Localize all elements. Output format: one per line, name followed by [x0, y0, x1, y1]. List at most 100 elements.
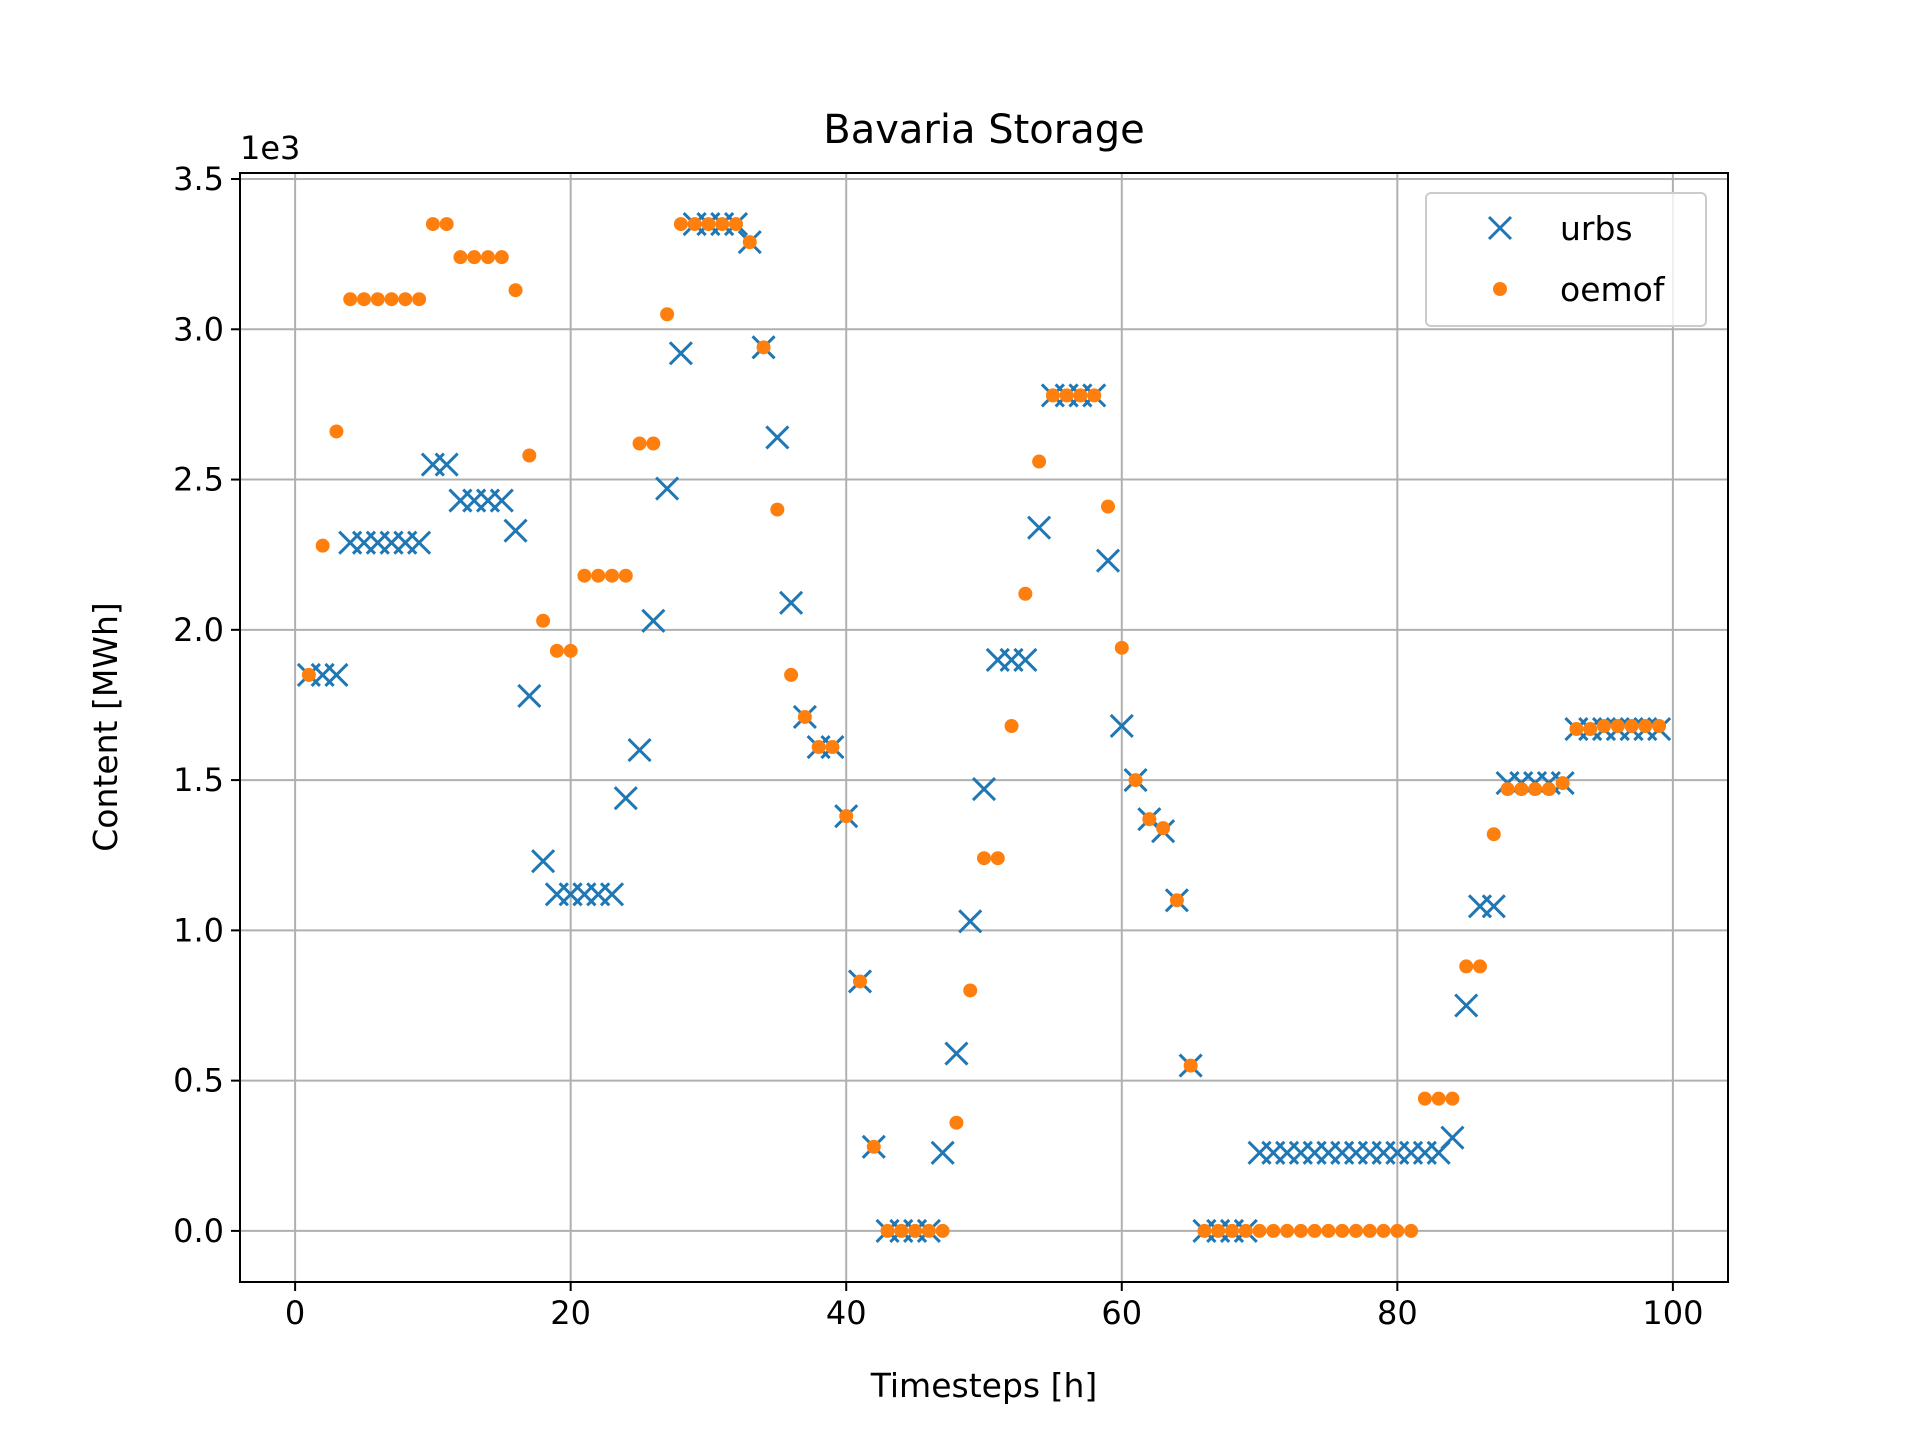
oemof-point	[1390, 1223, 1405, 1238]
urbs-point	[779, 590, 804, 615]
oemof-point	[522, 448, 537, 463]
urbs-point	[627, 737, 652, 763]
oemof-point	[1059, 388, 1074, 403]
oemof-point	[357, 292, 371, 307]
legend: urbs oemof	[1425, 192, 1707, 327]
oemof-point	[1514, 782, 1529, 797]
urbs-point	[324, 662, 349, 687]
oemof-point	[756, 340, 771, 355]
oemof-point	[1321, 1223, 1336, 1238]
x-tick-label: 100	[1642, 1294, 1703, 1332]
urbs-point	[434, 452, 459, 477]
oemof-point	[591, 568, 606, 583]
oemof-point	[1032, 454, 1047, 469]
oemof-point	[315, 538, 330, 553]
urbs-point	[944, 1041, 969, 1066]
oemof-point	[370, 292, 385, 307]
y-axis-label: Content [MWh]	[86, 602, 125, 852]
oemof-point	[963, 983, 978, 998]
oemof-point	[729, 217, 743, 232]
urbs-point	[958, 909, 983, 934]
oemof-point	[467, 250, 482, 265]
urbs-point	[1440, 1125, 1465, 1150]
oemof-point	[949, 1115, 964, 1130]
y-tick-label: 2.5	[173, 461, 224, 499]
oemof-point	[1541, 782, 1556, 797]
oemof-point	[1445, 1091, 1460, 1106]
oemof-point	[853, 974, 867, 989]
oemof-point	[977, 851, 991, 866]
oemof-point	[618, 568, 633, 583]
urbs-point	[641, 608, 666, 633]
oemof-point	[481, 250, 495, 265]
oemof-point	[1610, 718, 1625, 733]
oemof-point	[1473, 959, 1487, 974]
oemof-point	[701, 217, 716, 232]
axis-ticks: 0 20 40 60 80 100 0.0 0.5 1.0 1.5 2.0 2.5 3.0 3.5	[173, 160, 1703, 1332]
oemof-point	[1376, 1223, 1391, 1238]
gridlines	[240, 173, 1728, 1282]
urbs-point	[1027, 515, 1052, 540]
oemof-point	[921, 1223, 936, 1238]
oemof-point	[797, 709, 812, 724]
oemof-point	[536, 613, 551, 628]
oemof-point	[605, 568, 619, 583]
oemof-point	[1624, 718, 1639, 733]
oemof-point	[811, 740, 826, 755]
oemof-point	[687, 217, 702, 232]
oemof-point	[425, 217, 440, 232]
oemof-point	[1114, 640, 1129, 655]
oemof-point	[1597, 718, 1611, 733]
oemof-point	[1362, 1223, 1377, 1238]
oemof-point	[825, 740, 840, 755]
oemof-point	[453, 250, 468, 265]
oemof-point	[1307, 1223, 1322, 1238]
legend-marker-urbs	[1487, 215, 1513, 241]
x-tick-label: 40	[826, 1294, 867, 1332]
legend-label-oemof: oemof	[1560, 270, 1666, 309]
oemof-point	[398, 292, 413, 307]
oemof-point	[784, 667, 799, 682]
oemof-point	[673, 217, 688, 232]
oemof-point	[1169, 893, 1184, 908]
oemof-point	[1569, 722, 1584, 737]
legend-marker-oemof	[1493, 282, 1507, 296]
urbs-point	[765, 425, 790, 450]
oemof-point	[1087, 388, 1102, 403]
oemof-point	[894, 1223, 909, 1238]
oemof-point	[1500, 782, 1515, 797]
urbs-point	[599, 882, 625, 907]
oemof-point	[549, 643, 564, 658]
oemof-point	[1183, 1058, 1198, 1073]
oemof-point	[1045, 388, 1060, 403]
x-tick-label: 0	[285, 1294, 305, 1332]
y-tick-label: 2.0	[173, 611, 224, 649]
plot-frame	[239, 172, 1729, 1283]
urbs-point	[613, 786, 638, 811]
oemof-point	[1252, 1223, 1267, 1238]
oemof-point	[742, 235, 757, 250]
oemof-point	[1101, 499, 1115, 514]
oemof-point	[1266, 1223, 1281, 1238]
y-offset-label: 1e3	[240, 129, 300, 167]
x-tick-label: 60	[1101, 1294, 1142, 1332]
oemof-point	[880, 1223, 895, 1238]
series-oemof	[301, 217, 1667, 1238]
oemof-point	[412, 292, 427, 307]
urbs-point	[489, 488, 514, 513]
y-tick-label: 0.5	[173, 1062, 224, 1100]
oemof-point	[1073, 388, 1088, 403]
data-markers	[296, 212, 1672, 1243]
oemof-point	[1349, 1223, 1363, 1238]
oemof-point	[439, 217, 454, 232]
legend-dot-icon	[1493, 282, 1507, 296]
oemof-point	[508, 283, 523, 298]
oemof-point	[770, 502, 785, 517]
oemof-point	[1459, 959, 1474, 974]
urbs-point	[1454, 993, 1479, 1018]
oemof-point	[1486, 827, 1501, 842]
y-tick-label: 1.0	[173, 911, 224, 949]
oemof-point	[839, 809, 854, 824]
y-tick-label: 3.0	[173, 310, 224, 348]
